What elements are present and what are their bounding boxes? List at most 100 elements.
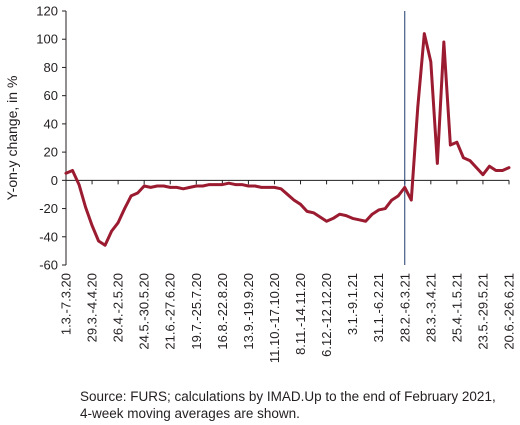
data-point [475, 166, 478, 169]
x-tick-label: 21.6.-27.6.20 [163, 273, 178, 350]
data-point [64, 172, 68, 175]
data-point [312, 211, 315, 214]
data-point [481, 173, 485, 176]
x-tick-label: 19.7.-25.7.20 [189, 273, 204, 350]
data-point [188, 186, 191, 189]
x-tick-label: 11.10.-17.10.20 [267, 273, 282, 363]
y-tick-label: -20 [39, 201, 58, 216]
data-point [357, 218, 361, 222]
data-point [123, 207, 126, 210]
data-point [169, 186, 172, 189]
x-tick-label: 20.6.-26.6.21 [502, 273, 517, 350]
data-point [240, 183, 244, 186]
data-point [377, 208, 380, 212]
data-point [182, 187, 185, 190]
x-tick-label: 29.3.-4.4.20 [85, 273, 100, 342]
data-point [344, 214, 348, 217]
data-point [90, 224, 94, 227]
data-point [214, 183, 218, 186]
x-tick-label: 28.3.-3.4.21 [423, 273, 438, 342]
data-point [279, 187, 283, 190]
line-chart: 120 100 80 60 40 20 0 -20 -40 -60 1.3.-7.3.20 29.3… [4, 4, 517, 364]
y-tick-label: 80 [44, 60, 58, 75]
data-point [462, 156, 465, 159]
data-point [416, 105, 419, 109]
data-point [97, 239, 100, 243]
data-point [208, 183, 211, 186]
data-point [455, 141, 459, 144]
data-point [442, 40, 446, 44]
data-point [501, 169, 504, 172]
data-point [338, 213, 341, 216]
data-point [351, 217, 354, 220]
data-point [253, 184, 257, 188]
y-tick-label: -60 [39, 258, 58, 273]
data-point [195, 184, 198, 188]
y-tick-label: 100 [36, 32, 58, 47]
data-point [449, 143, 452, 147]
data-point [84, 205, 87, 209]
data-point [436, 162, 439, 165]
data-point [410, 198, 413, 202]
y-tick-label: 120 [36, 4, 58, 19]
data-point [221, 183, 224, 186]
plot-area [64, 11, 511, 265]
data-point [162, 184, 165, 188]
data-point [429, 60, 433, 63]
data-point [286, 193, 289, 196]
data-point [397, 194, 400, 198]
data-point [142, 184, 146, 188]
x-tick-label: 6.12.-12.12.20 [319, 273, 334, 357]
data-point [234, 183, 237, 186]
data-point [318, 215, 322, 219]
source-note: Source: FURS; calculations by IMAD.Up to… [80, 389, 496, 421]
x-axis: 1.3.-7.3.20 29.3.-4.4.20 26.4.-2.5.20 24.5.… [59, 179, 517, 363]
y-axis-label: Y-on-y change, in % [4, 76, 20, 201]
x-tick-label: 13.9.-19.9.20 [241, 273, 256, 350]
data-point [507, 166, 511, 169]
data-point [273, 186, 276, 189]
x-tick-label: 23.5.-29.5.21 [475, 273, 490, 350]
y-tick-label: 60 [44, 88, 58, 103]
data-point [423, 32, 426, 35]
x-tick-label: 25.4.-1.5.21 [449, 273, 464, 342]
x-tick-label: 26.4.-2.5.20 [111, 273, 126, 342]
data-point [390, 198, 393, 202]
y-tick-label: 20 [44, 145, 58, 160]
y-tick-label: 40 [44, 116, 58, 131]
data-point [156, 184, 159, 188]
data-point [103, 244, 107, 247]
data-point [299, 203, 302, 206]
y-tick-label: 0 [51, 173, 58, 188]
data-point [370, 213, 374, 216]
data-point [266, 186, 270, 189]
x-tick-label: 24.5.-30.5.20 [137, 273, 152, 350]
y-axis: 120 100 80 60 40 20 0 -20 -40 -60 [36, 4, 67, 273]
data-point [292, 198, 296, 202]
data-point [403, 186, 406, 189]
series-line [64, 32, 511, 247]
x-tick-label: 8.11.-14.11.20 [293, 273, 308, 355]
data-point [129, 194, 133, 198]
data-point [77, 183, 81, 186]
data-point [227, 181, 231, 185]
data-point [247, 184, 250, 188]
data-point [71, 169, 74, 172]
data-point [136, 191, 139, 195]
x-tick-label: 31.1.-6.2.21 [371, 273, 386, 342]
data-point [260, 186, 263, 189]
data-point [468, 159, 472, 162]
y-tick-label: -40 [39, 229, 58, 244]
x-tick-label: 28.2.-6.3.21 [397, 273, 412, 342]
data-point [110, 229, 113, 233]
data-point [175, 186, 178, 189]
data-point [116, 221, 120, 224]
x-tick-label: 1.3.-7.3.20 [59, 273, 74, 335]
data-point [149, 186, 152, 189]
x-tick-label: 3.1.-9.1.21 [345, 273, 360, 335]
data-point [201, 184, 205, 188]
data-point [364, 220, 367, 223]
data-point [305, 210, 309, 213]
data-point [384, 207, 387, 210]
data-point [325, 220, 328, 223]
